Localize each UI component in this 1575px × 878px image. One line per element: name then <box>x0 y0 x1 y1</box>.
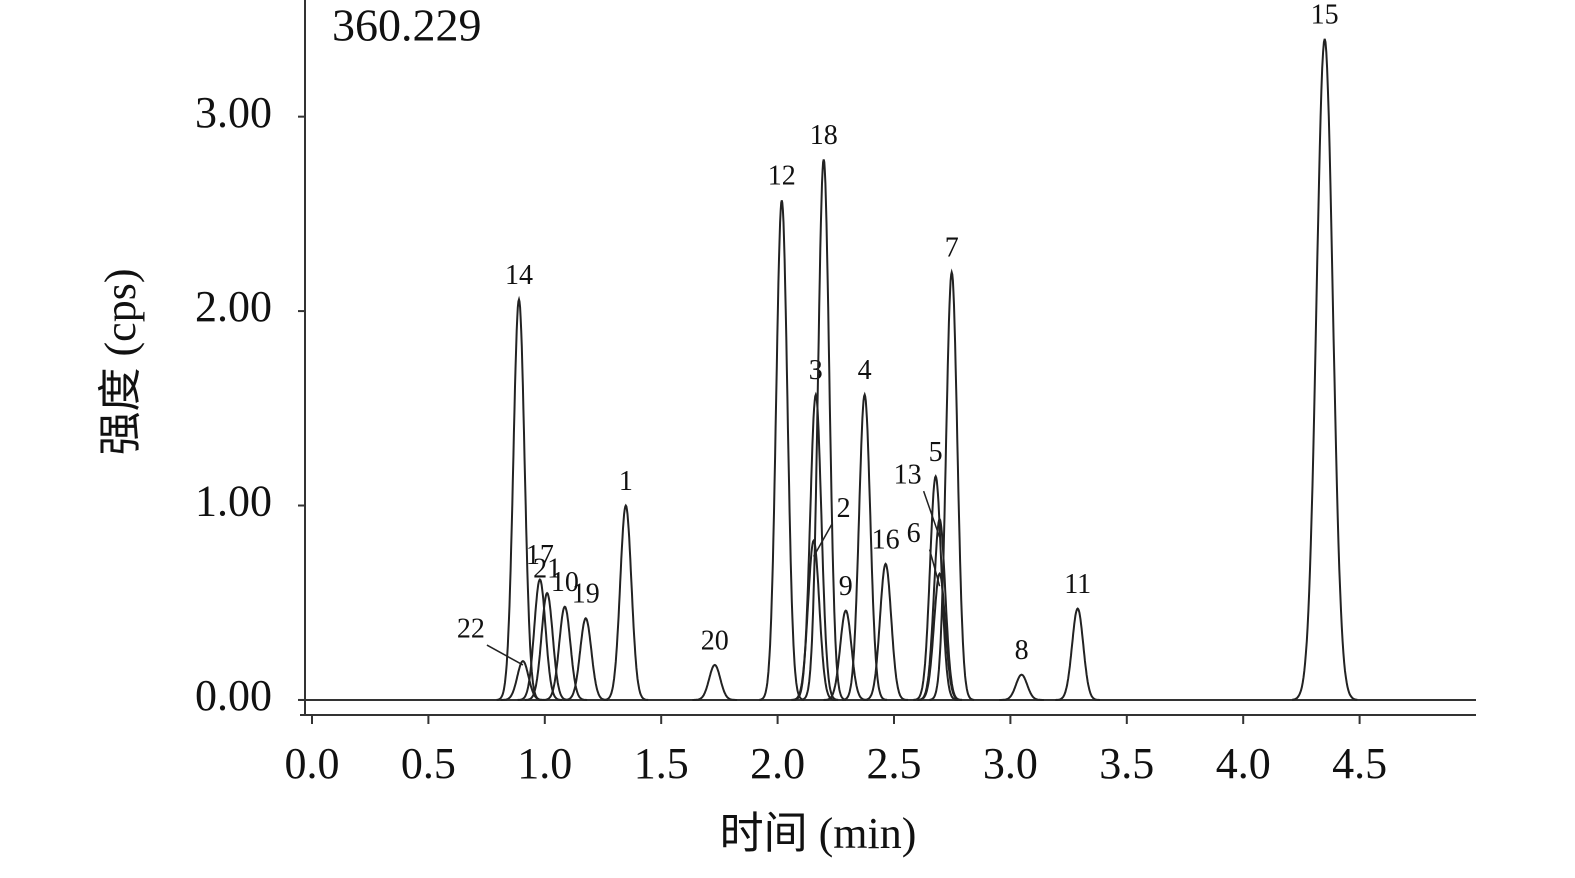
x-tick-label: 0.0 <box>285 739 340 788</box>
peak <box>1291 38 1358 701</box>
x-tick-label: 3.0 <box>983 739 1038 788</box>
peak <box>692 663 738 701</box>
peak-label: 21 <box>533 553 561 584</box>
peak-label: 11 <box>1064 569 1091 600</box>
peak <box>913 474 958 701</box>
leader-line <box>486 644 524 666</box>
peak-label: 4 <box>858 355 872 386</box>
leader-line <box>813 524 833 557</box>
x-tick-label: 1.5 <box>634 739 689 788</box>
peak-label: 2 <box>837 493 851 524</box>
peak-label: 3 <box>809 355 823 386</box>
peak <box>999 673 1044 701</box>
y-tick-label: 0.00 <box>195 671 272 720</box>
annotation: 360.229 <box>332 0 482 51</box>
peak-label: 7 <box>945 233 959 264</box>
peak <box>1055 607 1100 701</box>
peak <box>542 605 588 701</box>
peak-label: 6 <box>907 518 921 549</box>
peak-label: 8 <box>1015 635 1029 666</box>
y-tick-label: 3.00 <box>195 88 272 137</box>
peak-label: 1 <box>619 466 633 497</box>
peak <box>823 609 869 701</box>
x-tick-label: 1.0 <box>517 739 572 788</box>
peak <box>842 391 888 701</box>
peak-label: 14 <box>505 260 533 291</box>
peak-label: 13 <box>894 460 922 491</box>
x-tick-label: 4.0 <box>1216 739 1271 788</box>
peak-label: 9 <box>839 571 853 602</box>
peak <box>863 562 909 701</box>
y-tick-label: 2.00 <box>195 282 272 331</box>
peak <box>759 200 805 701</box>
peak-label: 5 <box>929 437 943 468</box>
peak-label: 19 <box>572 579 600 610</box>
x-tick-label: 3.5 <box>1099 739 1154 788</box>
peak <box>563 617 609 701</box>
x-tick-label: 2.0 <box>750 739 805 788</box>
peak-label: 15 <box>1311 0 1339 30</box>
peak-label: 18 <box>810 120 838 151</box>
x-tick-label: 2.5 <box>867 739 922 788</box>
peak-label: 10 <box>551 567 579 598</box>
peak-label: 16 <box>872 524 900 555</box>
peak <box>791 538 836 701</box>
peak-label: 20 <box>701 625 729 656</box>
peak <box>929 268 975 701</box>
peak-label: 22 <box>457 613 485 644</box>
peak <box>500 660 546 701</box>
peak <box>524 591 570 701</box>
peak-label: 12 <box>768 161 796 192</box>
peak <box>517 578 563 701</box>
x-axis-title: 时间 (min) <box>720 809 917 858</box>
peak <box>496 295 542 701</box>
x-tick-label: 4.5 <box>1332 739 1387 788</box>
peak-label: 17 <box>526 540 554 571</box>
y-tick-label: 1.00 <box>195 477 272 526</box>
x-tick-label: 0.5 <box>401 739 456 788</box>
y-axis-title: 强度 (cps) <box>96 269 145 456</box>
peak <box>603 503 649 701</box>
peak <box>801 159 847 701</box>
